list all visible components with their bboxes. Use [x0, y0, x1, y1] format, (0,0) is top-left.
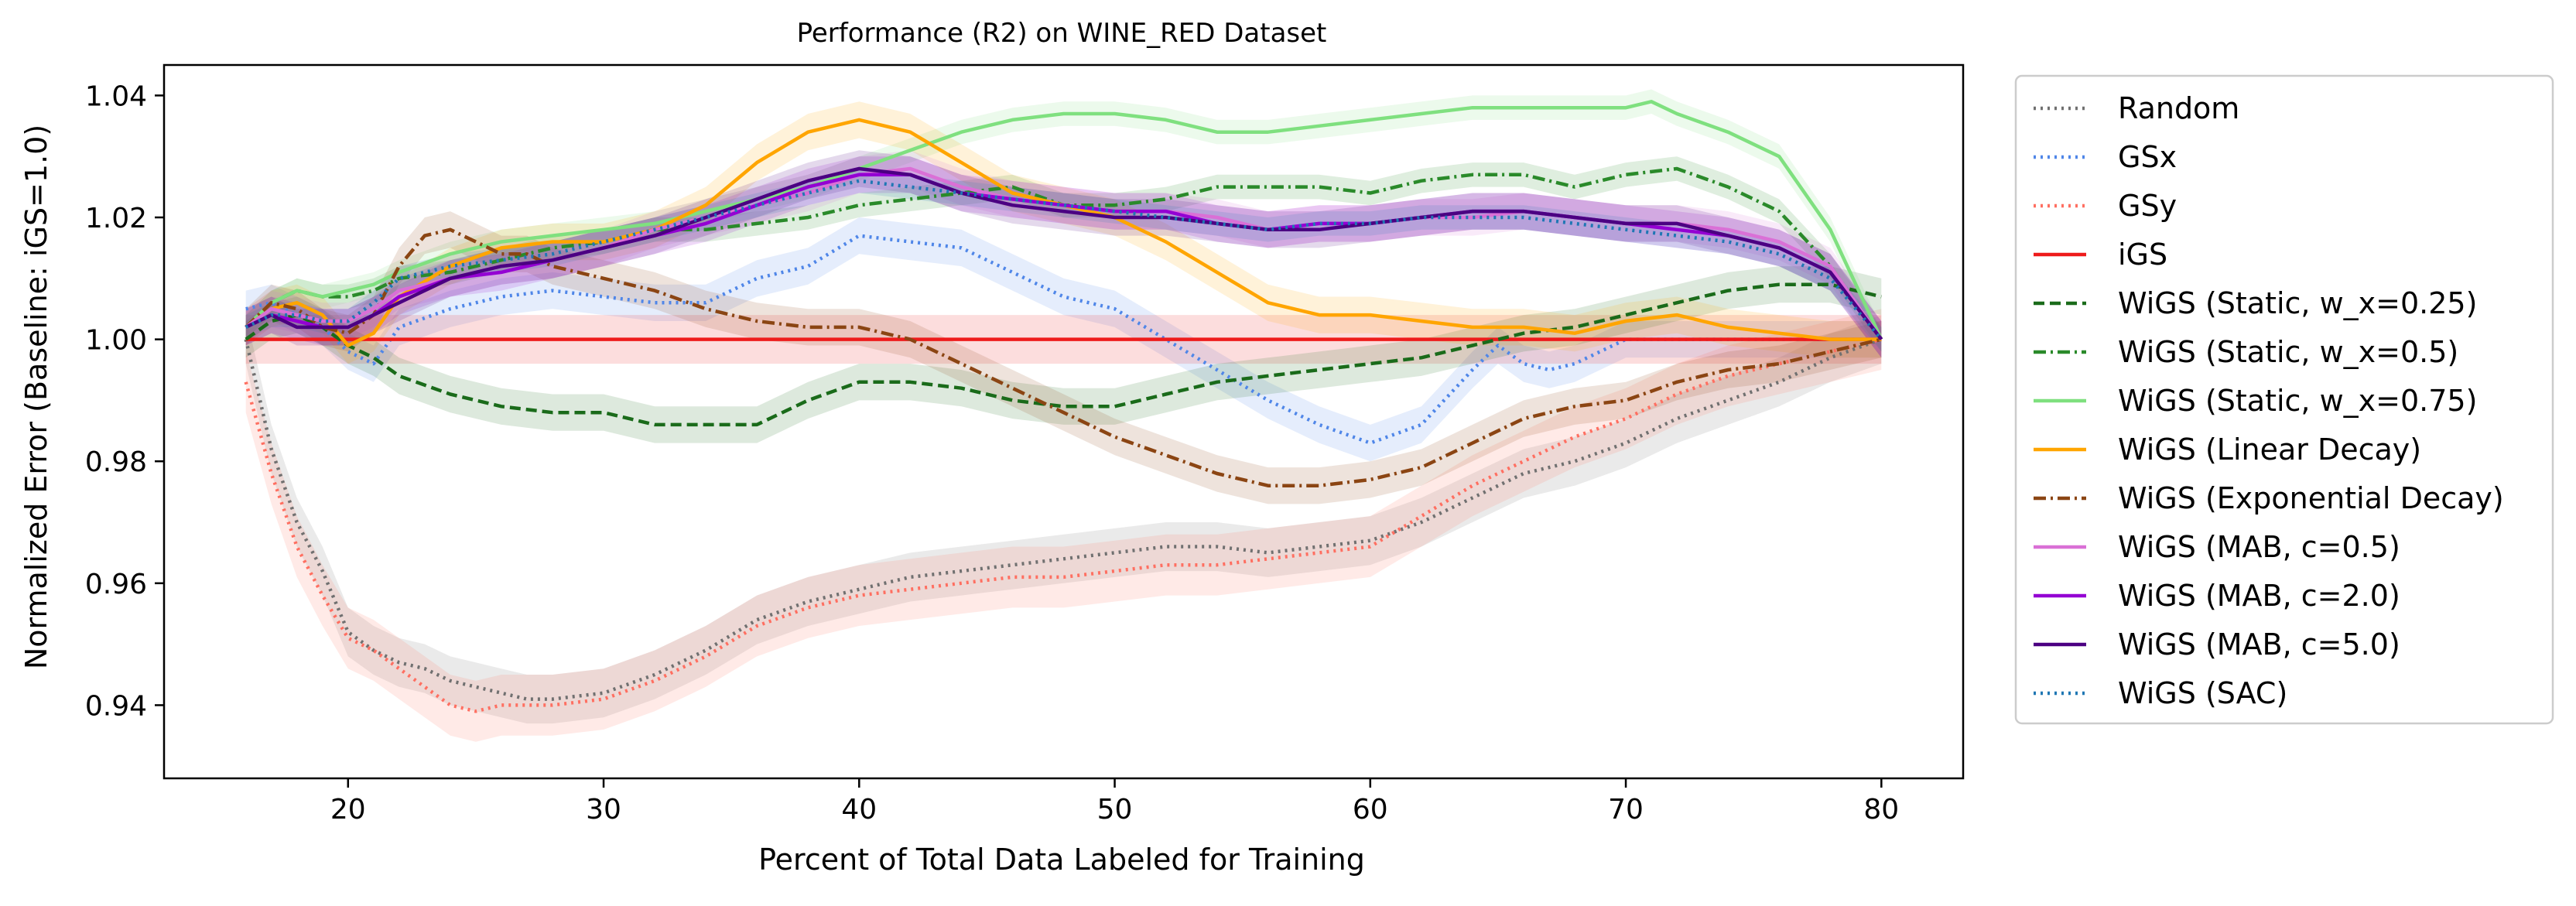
x-tick-label: 30	[586, 794, 621, 826]
legend-label-wigs-linear-decay: WiGS (Linear Decay)	[2118, 432, 2421, 467]
legend-label-wigs-mab-c-2-0: WiGS (MAB, c=2.0)	[2118, 579, 2400, 613]
legend-label-wigs-exponential-decay: WiGS (Exponential Decay)	[2118, 481, 2504, 515]
x-tick-label: 70	[1608, 794, 1644, 826]
y-tick-label: 0.96	[85, 569, 147, 600]
x-axis-ticks: 20 30 40 50 60 70 80	[330, 778, 1899, 826]
series-line-wigs-mab-c-5-0	[245, 166, 1883, 340]
x-tick-label: 80	[1863, 794, 1899, 826]
y-tick-label: 0.94	[85, 690, 147, 722]
y-tick-label: 0.98	[85, 446, 147, 478]
x-tick-label: 60	[1353, 794, 1388, 826]
legend-label-wigs-mab-c-0-5: WiGS (MAB, c=0.5)	[2118, 530, 2400, 564]
band-wigs-mab-c-2-0	[245, 156, 1882, 358]
y-tick-label: 1.02	[85, 203, 147, 234]
legend-label-wigs-sac: WiGS (SAC)	[2118, 676, 2287, 710]
legend: Random GSx GSy iGS WiGS (Static, w_x=0.25) Wi…	[2014, 74, 2554, 725]
legend-label-wigs-mab-c-5-0: WiGS (MAB, c=5.0)	[2118, 627, 2400, 662]
legend-label-gsx: GSx	[2118, 140, 2177, 174]
x-axis-label: Percent of Total Data Labeled for Traini…	[758, 843, 1365, 877]
band-wigs-mab-c-5-0	[245, 150, 1882, 358]
legend-label-wigs-static-w-x-0-75: WiGS (Static, w_x=0.75)	[2118, 384, 2477, 418]
chart-title: Performance (R2) on WINE_RED Dataset	[797, 18, 1327, 49]
legend-frame	[2014, 74, 2554, 725]
band-wigs-sac	[245, 169, 1882, 352]
plot-area-frame	[162, 63, 1965, 780]
y-tick-label: 1.04	[85, 80, 147, 112]
series-line-wigs-static-w-x-0-25	[245, 282, 1882, 427]
band-wigs-exponential-decay	[245, 211, 1882, 504]
legend-label-gsy: GSy	[2118, 189, 2177, 223]
band-gsy	[245, 309, 1882, 742]
legend-label-wigs-static-w-x-0-25: WiGS (Static, w_x=0.25)	[2118, 286, 2477, 320]
series-line-wigs-static-w-x-0-75	[245, 100, 1883, 340]
y-axis-ticks: 0.94 0.96 0.98 1.00 1.02 1.04	[85, 80, 164, 722]
x-tick-label: 50	[1097, 794, 1133, 826]
confidence-bands	[245, 89, 1882, 742]
series-line-wigs-exponential-decay	[245, 227, 1882, 487]
legend-label-igs: iGS	[2118, 238, 2167, 272]
series-lines	[244, 100, 1883, 713]
band-wigs-static-w-x-0-25	[245, 266, 1882, 443]
band-wigs-mab-c-0-5	[245, 150, 1882, 358]
legend-label-random: Random	[2118, 91, 2239, 125]
band-random	[245, 315, 1882, 724]
series-line-wigs-linear-decay	[245, 118, 1882, 347]
x-tick-label: 40	[841, 794, 877, 826]
series-line-wigs-static-w-x-0-5	[245, 166, 1883, 340]
y-tick-label: 1.00	[85, 325, 147, 357]
x-tick-label: 20	[330, 794, 366, 826]
legend-label-wigs-static-w-x-0-5: WiGS (Static, w_x=0.5)	[2118, 335, 2458, 369]
y-axis-label: Normalized Error (Baseline: iGS=1.0)	[19, 125, 53, 669]
